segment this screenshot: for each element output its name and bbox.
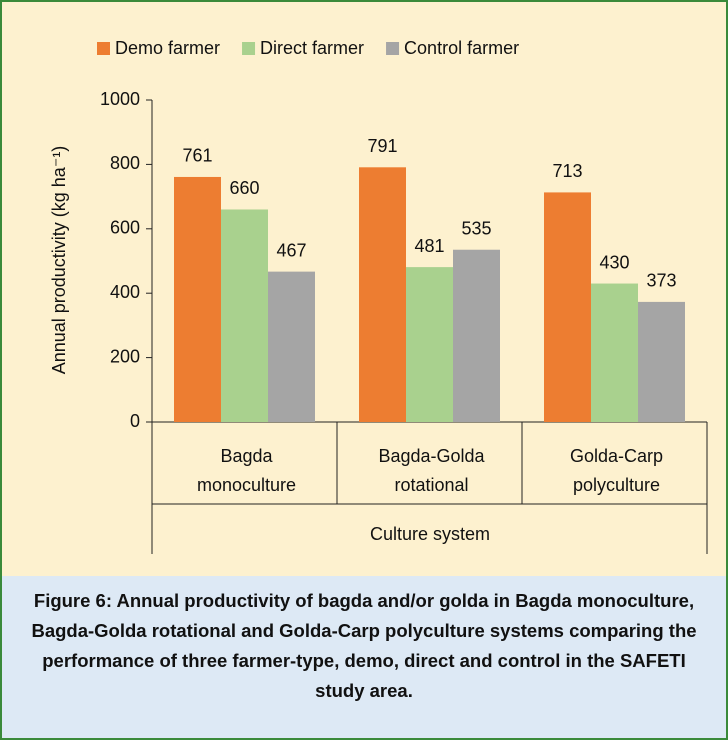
y-tick-label: 400: [110, 282, 140, 302]
bar: [591, 283, 638, 422]
legend-label: Direct farmer: [260, 38, 364, 58]
x-axis-title: Culture system: [370, 524, 490, 544]
data-label: 535: [461, 218, 491, 238]
bar: [174, 176, 221, 422]
y-tick-label: 200: [110, 346, 140, 366]
caption: Figure 6: Annual productivity of bagda a…: [2, 576, 726, 738]
data-label: 373: [646, 271, 676, 291]
bar: [359, 167, 406, 422]
bar: [268, 271, 315, 422]
data-label: 481: [414, 236, 444, 256]
data-label: 713: [552, 161, 582, 181]
legend-label: Demo farmer: [115, 38, 220, 58]
bar: [544, 192, 591, 422]
bar: [453, 249, 500, 422]
legend-swatch: [97, 42, 110, 55]
data-label: 660: [229, 178, 259, 198]
legend-label: Control farmer: [404, 38, 519, 58]
chart: Annual productivity (kg ha⁻¹) Culture sy…: [49, 38, 708, 554]
y-axis-title: Annual productivity (kg ha⁻¹): [49, 146, 69, 375]
x-tick-label: Golda-Carp polyculture: [569, 446, 664, 495]
bar: [406, 267, 453, 422]
x-tick-label: Bagda monoculture: [196, 446, 297, 495]
y-tick-label: 0: [130, 411, 140, 431]
y-tick-label: 1000: [100, 89, 140, 109]
data-label: 467: [276, 240, 306, 260]
legend-swatch: [386, 42, 400, 55]
data-label: 791: [367, 136, 397, 156]
bar: [638, 301, 685, 422]
legend-swatch: [242, 42, 256, 55]
bar: [221, 209, 268, 422]
data-label: 761: [182, 146, 212, 166]
data-label: 430: [599, 252, 629, 272]
y-tick-label: 800: [110, 153, 140, 173]
y-tick-label: 600: [110, 218, 140, 238]
x-tick-label: Bagda-Golda rotational: [378, 446, 485, 495]
